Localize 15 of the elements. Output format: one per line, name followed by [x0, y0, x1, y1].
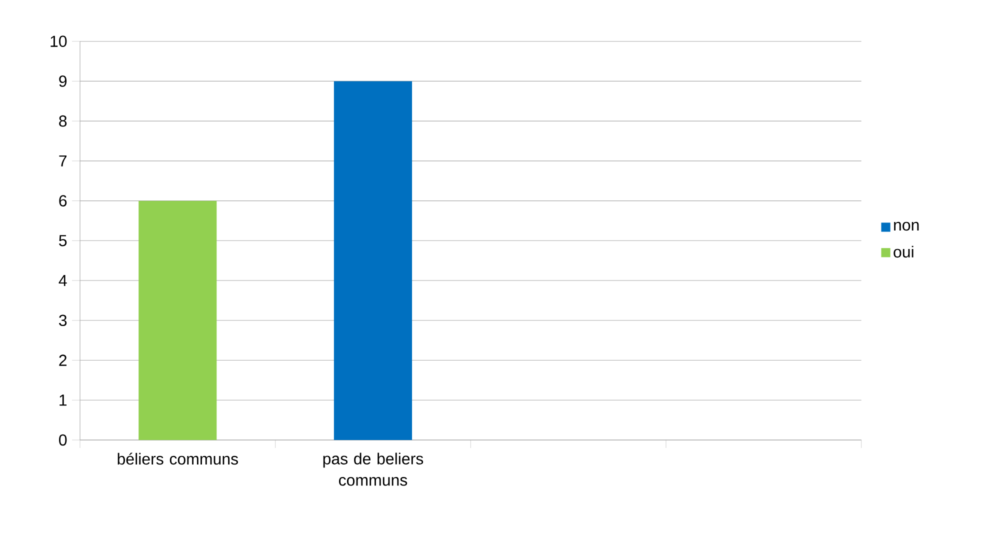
y-tick-label: 8: [59, 115, 67, 127]
y-tick-label: 4: [58, 274, 67, 286]
y-tick-label: 9: [59, 75, 67, 87]
x-tick-label: béliers communs: [118, 452, 238, 464]
y-tick-label: 7: [59, 155, 66, 166]
y-tick-label: 6: [59, 194, 67, 206]
y-tick-label: 3: [59, 314, 67, 326]
legend-label: oui: [894, 246, 914, 258]
y-tick-label: 0: [59, 434, 67, 446]
y-tick-label: 10: [50, 36, 67, 47]
y-tick-label: 2: [59, 354, 66, 366]
y-tick-label: 1: [60, 394, 67, 406]
legend-label: non: [894, 222, 919, 230]
y-tick-label: 5: [59, 234, 67, 246]
x-tick-label: pas de beliers communs: [323, 452, 424, 486]
